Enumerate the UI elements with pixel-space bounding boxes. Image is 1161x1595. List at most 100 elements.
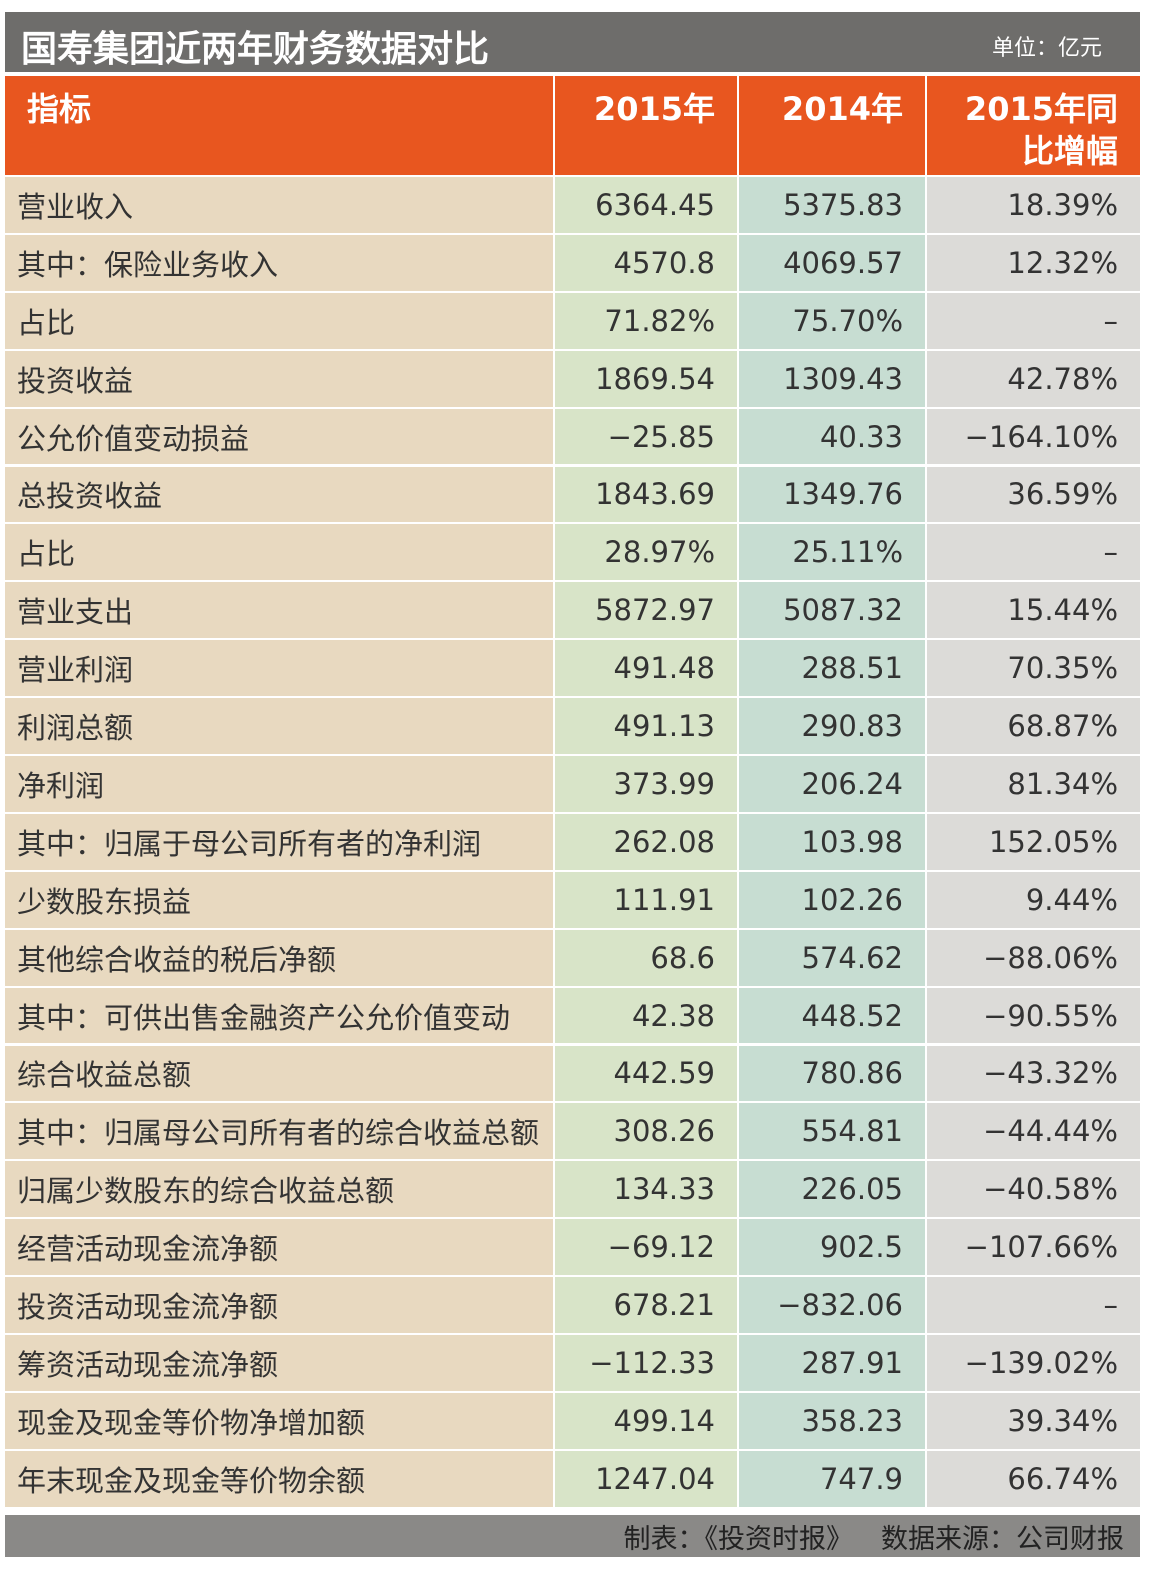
value-cell: – (927, 524, 1140, 581)
label-cell: 少数股东损益 (5, 871, 553, 928)
value-cell: 5375.83 (739, 177, 925, 233)
value-cell: 5872.97 (555, 582, 737, 639)
value-cell: −832.06 (739, 1277, 925, 1333)
title-bar: 国寿集团近两年财务数据对比 单位：亿元 (5, 12, 1140, 72)
label-cell: 综合收益总额 (5, 1045, 553, 1102)
value-cell: 4570.8 (555, 234, 737, 291)
value-cell: 747.9 (739, 1450, 925, 1507)
label-cell: 其中：保险业务收入 (5, 234, 553, 291)
label-cell: 投资活动现金流净额 (5, 1277, 553, 1333)
value-cell: 15.44% (927, 582, 1140, 639)
maker: 制表：《投资时报》 (623, 1523, 854, 1555)
value-cell: −112.33 (555, 1335, 737, 1391)
value-cell: 1349.76 (739, 466, 925, 523)
label-cell: 其中：可供出售金融资产公允价值变动 (5, 987, 553, 1044)
value-cell: 152.05% (927, 813, 1140, 870)
value-cell: −90.55% (927, 987, 1140, 1044)
value-cell: 1247.04 (555, 1450, 737, 1507)
value-cell: – (927, 292, 1140, 349)
value-cell: 308.26 (555, 1103, 737, 1160)
value-cell: 6364.45 (555, 177, 737, 233)
value-cell: 40.33 (739, 408, 925, 465)
value-cell: 68.87% (927, 698, 1140, 754)
value-cell: −107.66% (927, 1219, 1140, 1276)
header-text: 2015年 (593, 90, 715, 128)
label-cell: 公允价值变动损益 (5, 408, 553, 465)
value-cell: 442.59 (555, 1045, 737, 1102)
value-cell: 678.21 (555, 1277, 737, 1333)
label-cell: 现金及现金等价物净增加额 (5, 1392, 553, 1449)
header-text: 比增幅 (1021, 132, 1118, 170)
source: 数据来源：公司财报 (881, 1523, 1124, 1555)
label-cell: 占比 (5, 292, 553, 349)
column-header: 2014年 (739, 76, 925, 175)
value-cell: 491.48 (555, 640, 737, 697)
value-cell: 12.32% (927, 234, 1140, 291)
title: 国寿集团近两年财务数据对比 (21, 29, 490, 70)
value-cell: −139.02% (927, 1335, 1140, 1391)
value-cell: 111.91 (555, 871, 737, 928)
label-cell: 营业收入 (5, 177, 553, 233)
value-cell: 36.59% (927, 466, 1140, 523)
value-cell: 18.39% (927, 177, 1140, 233)
value-cell: 262.08 (555, 813, 737, 870)
value-cell: 448.52 (739, 987, 925, 1044)
value-cell: 75.70% (739, 292, 925, 349)
value-cell: 1309.43 (739, 350, 925, 407)
value-cell: −88.06% (927, 929, 1140, 986)
label-cell: 占比 (5, 524, 553, 581)
value-cell: 780.86 (739, 1045, 925, 1102)
value-cell: −44.44% (927, 1103, 1140, 1160)
label-cell: 营业支出 (5, 582, 553, 639)
label-cell: 总投资收益 (5, 466, 553, 523)
header-text: 指标 (27, 90, 92, 128)
column-header: 指标 (5, 76, 553, 175)
value-cell: −40.58% (927, 1161, 1140, 1218)
value-cell: −69.12 (555, 1219, 737, 1276)
value-cell: 1843.69 (555, 466, 737, 523)
column-header: 2015年 (555, 76, 737, 175)
column-header: 2015年同比增幅 (927, 76, 1140, 175)
header-text: 2014年 (781, 90, 903, 128)
value-cell: −164.10% (927, 408, 1140, 465)
unit: 单位：亿元 (991, 36, 1102, 61)
value-cell: −43.32% (927, 1045, 1140, 1102)
value-cell: 5087.32 (739, 582, 925, 639)
value-cell: 39.34% (927, 1392, 1140, 1449)
label-cell: 年末现金及现金等价物余额 (5, 1450, 553, 1507)
value-cell: 103.98 (739, 813, 925, 870)
value-cell: 71.82% (555, 292, 737, 349)
label-cell: 归属少数股东的综合收益总额 (5, 1161, 553, 1218)
label-cell: 利润总额 (5, 698, 553, 754)
value-cell: 902.5 (739, 1219, 925, 1276)
value-cell: 358.23 (739, 1392, 925, 1449)
value-cell: 70.35% (927, 640, 1140, 697)
value-cell: 499.14 (555, 1392, 737, 1449)
value-cell: 4069.57 (739, 234, 925, 291)
value-cell: 226.05 (739, 1161, 925, 1218)
header-text: 2015年同 (964, 90, 1118, 128)
value-cell: 25.11% (739, 524, 925, 581)
label-cell: 筹资活动现金流净额 (5, 1335, 553, 1391)
value-cell: 81.34% (927, 756, 1140, 812)
label-cell: 其他综合收益的税后净额 (5, 929, 553, 986)
value-cell: 206.24 (739, 756, 925, 812)
value-cell: 288.51 (739, 640, 925, 697)
label-cell: 净利润 (5, 756, 553, 812)
value-cell: 491.13 (555, 698, 737, 754)
label-cell: 经营活动现金流净额 (5, 1219, 553, 1276)
footer: 制表：《投资时报》 数据来源：公司财报 (5, 1515, 1140, 1557)
value-cell: 66.74% (927, 1450, 1140, 1507)
value-cell: 42.78% (927, 350, 1140, 407)
value-cell: 574.62 (739, 929, 925, 986)
label-cell: 其中：归属母公司所有者的综合收益总额 (5, 1103, 553, 1160)
value-cell: 42.38 (555, 987, 737, 1044)
value-cell: 134.33 (555, 1161, 737, 1218)
label-cell: 营业利润 (5, 640, 553, 697)
value-cell: 287.91 (739, 1335, 925, 1391)
label-cell: 投资收益 (5, 350, 553, 407)
value-cell: 554.81 (739, 1103, 925, 1160)
value-cell: 28.97% (555, 524, 737, 581)
value-cell: 9.44% (927, 871, 1140, 928)
